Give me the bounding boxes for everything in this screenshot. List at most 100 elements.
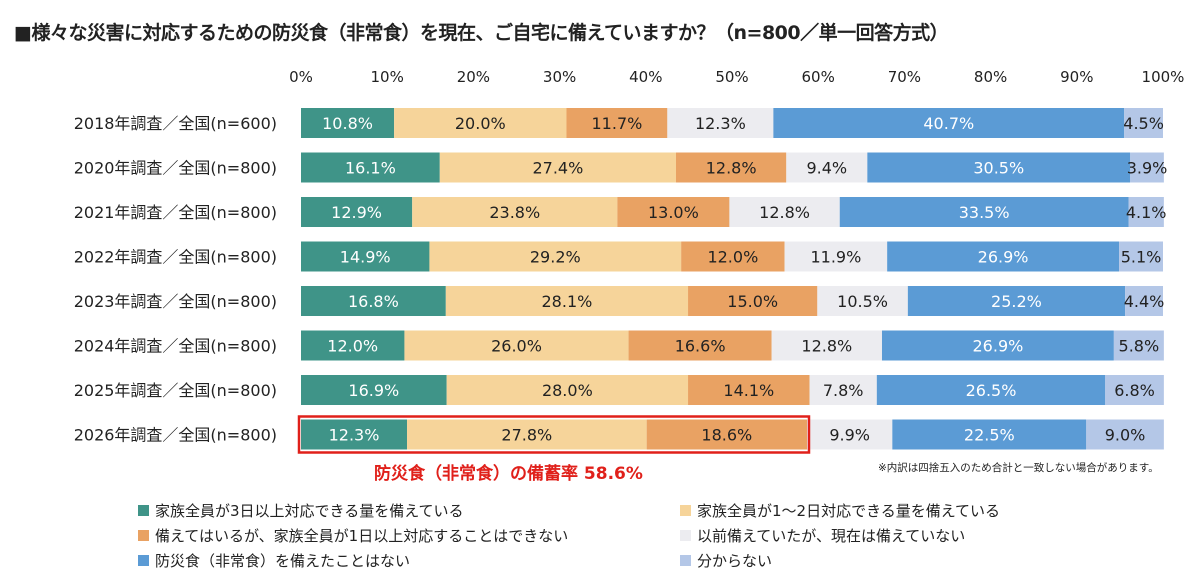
bar-segment bbox=[907, 286, 1126, 316]
x-tick-label: 100% bbox=[1142, 68, 1185, 86]
rounding-note: ※内訳は四捨五入のため合計と一致しない場合があります。 bbox=[878, 462, 1159, 474]
data-label: 4.1% bbox=[1126, 203, 1167, 222]
data-label: 16.9% bbox=[348, 381, 399, 400]
category-label: 2026年調査／全国(n=800) bbox=[74, 426, 277, 445]
x-tick-label: 0% bbox=[289, 68, 313, 86]
bar-segment bbox=[404, 330, 629, 361]
data-label: 23.8% bbox=[489, 203, 540, 222]
bar-segment bbox=[688, 375, 810, 405]
bar-segment bbox=[1130, 152, 1164, 183]
x-tick-label: 10% bbox=[371, 68, 404, 86]
bar-segment bbox=[301, 375, 447, 405]
bar-segment bbox=[1124, 108, 1163, 138]
data-label: 7.8% bbox=[823, 381, 864, 400]
data-label: 9.9% bbox=[829, 426, 870, 445]
bar-segment bbox=[445, 286, 689, 316]
legend-item-2: 備えてはいるが、家族全員が1日以上対応することはできない bbox=[138, 525, 568, 546]
data-label: 5.8% bbox=[1119, 337, 1160, 356]
legend-item-0: 家族全員が3日以上対応できる量を備えている bbox=[138, 500, 464, 521]
data-label: 11.9% bbox=[810, 248, 861, 267]
bar-segment bbox=[617, 197, 730, 227]
data-label: 12.8% bbox=[759, 203, 810, 222]
data-label: 12.8% bbox=[706, 159, 757, 178]
data-label: 12.0% bbox=[707, 248, 758, 267]
bar-segment bbox=[867, 152, 1131, 183]
bar-segment bbox=[1105, 375, 1164, 405]
bar-segment bbox=[876, 375, 1106, 405]
data-label: 30.5% bbox=[973, 159, 1024, 178]
bar-segment bbox=[806, 419, 893, 450]
category-label: 2025年調査／全国(n=800) bbox=[74, 381, 277, 400]
legend-swatch bbox=[680, 530, 691, 541]
bar-segment bbox=[301, 330, 405, 361]
x-tick-label: 90% bbox=[1060, 68, 1093, 86]
bar-segment bbox=[1119, 241, 1163, 272]
category-label: 2022年調査／全国(n=800) bbox=[74, 248, 277, 267]
data-label: 12.0% bbox=[327, 337, 378, 356]
data-label: 12.3% bbox=[329, 426, 380, 445]
x-tick-label: 50% bbox=[715, 68, 748, 86]
stockpile-rate-annotation: 防災食（非常食）の備蓄率 58.6% bbox=[374, 464, 643, 484]
data-label: 10.8% bbox=[322, 114, 373, 133]
data-label: 14.9% bbox=[340, 248, 391, 267]
bar-segment bbox=[301, 197, 413, 227]
bar-segment bbox=[301, 286, 446, 316]
data-label: 40.7% bbox=[923, 114, 974, 133]
legend-item-4: 防災食（非常食）を備えたことはない bbox=[138, 550, 410, 571]
bar-segment bbox=[566, 108, 668, 138]
bar-segment bbox=[784, 241, 888, 272]
data-label: 26.0% bbox=[491, 337, 542, 356]
category-label: 2018年調査／全国(n=600) bbox=[74, 114, 277, 133]
bar-segment bbox=[407, 419, 647, 450]
bar-segment bbox=[429, 241, 682, 272]
bar-segment bbox=[887, 241, 1120, 272]
chart-title: ■様々な災害に対応するための防災食（非常食）を現在、ご自宅に備えていますか？（n… bbox=[14, 22, 949, 44]
bar-segment bbox=[688, 286, 818, 316]
bar-segment bbox=[301, 419, 408, 450]
bar-segment bbox=[628, 330, 772, 361]
bar-segment bbox=[809, 375, 877, 405]
data-label: 26.5% bbox=[966, 381, 1017, 400]
data-label: 26.9% bbox=[978, 248, 1029, 267]
data-label: 20.0% bbox=[455, 114, 506, 133]
legend-swatch bbox=[680, 505, 691, 516]
bar-segment bbox=[667, 108, 774, 138]
x-tick-label: 40% bbox=[629, 68, 662, 86]
legend-item-5: 分からない bbox=[680, 550, 772, 571]
x-tick-label: 60% bbox=[802, 68, 835, 86]
bar-segment bbox=[839, 197, 1129, 227]
bar-segment bbox=[301, 241, 430, 272]
bar-segment bbox=[1128, 197, 1164, 227]
bar-segment bbox=[1113, 330, 1164, 361]
data-label: 26.9% bbox=[973, 337, 1024, 356]
data-label: 12.8% bbox=[801, 337, 852, 356]
data-label: 14.1% bbox=[723, 381, 774, 400]
data-label: 18.6% bbox=[701, 426, 752, 445]
data-label: 27.4% bbox=[532, 159, 583, 178]
bar-segment bbox=[1125, 286, 1163, 316]
data-label: 4.4% bbox=[1124, 292, 1165, 311]
bar-segment bbox=[681, 241, 785, 272]
data-label: 10.5% bbox=[837, 292, 888, 311]
data-label: 12.9% bbox=[331, 203, 382, 222]
legend-label: 備えてはいるが、家族全員が1日以上対応することはできない bbox=[155, 527, 569, 545]
data-label: 16.6% bbox=[675, 337, 726, 356]
bar-segment bbox=[439, 152, 676, 183]
legend-swatch bbox=[138, 530, 149, 541]
category-label: 2021年調査／全国(n=800) bbox=[74, 203, 277, 222]
category-label: 2023年調査／全国(n=800) bbox=[74, 292, 277, 311]
legend-label: 以前備えていたが、現在は備えていない bbox=[697, 527, 966, 545]
x-tick-label: 80% bbox=[974, 68, 1007, 86]
legend-label: 防災食（非常食）を備えたことはない bbox=[155, 552, 411, 570]
data-label: 28.0% bbox=[542, 381, 593, 400]
data-label: 29.2% bbox=[530, 248, 581, 267]
bar-segment bbox=[446, 375, 689, 405]
bar-segment bbox=[881, 330, 1114, 361]
bar-segment bbox=[394, 108, 567, 138]
x-tick-label: 30% bbox=[543, 68, 576, 86]
legend-label: 分からない bbox=[697, 552, 773, 570]
bar-segment bbox=[817, 286, 908, 316]
bar-segment bbox=[301, 152, 440, 183]
bar-segment bbox=[675, 152, 787, 183]
